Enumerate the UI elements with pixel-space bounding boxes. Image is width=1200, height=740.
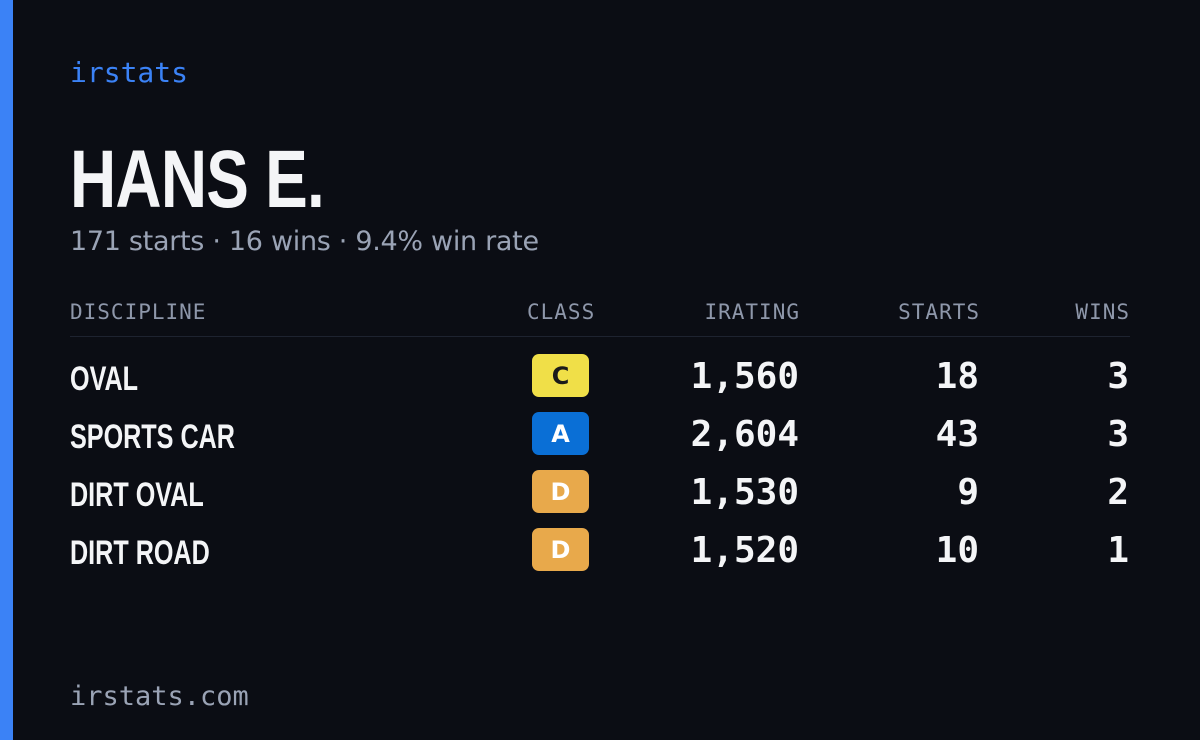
player-name: HANS E. xyxy=(70,134,325,225)
accent-bar xyxy=(0,0,13,740)
discipline-label: DIRT ROAD xyxy=(70,534,210,572)
irating-value: 1,530 xyxy=(690,472,799,513)
header-wins: WINS xyxy=(1075,300,1130,324)
wins-value: 3 xyxy=(1107,356,1129,397)
header-irating: IRATING xyxy=(704,300,800,324)
class-badge: D xyxy=(532,470,589,513)
starts-value: 43 xyxy=(935,414,979,455)
brand-logo[interactable]: irstats xyxy=(70,56,189,89)
table-header: DISCIPLINE CLASS IRATING STARTS WINS xyxy=(70,298,1130,337)
irating-value: 1,560 xyxy=(690,356,799,397)
wins-value: 2 xyxy=(1107,472,1129,513)
starts-value: 10 xyxy=(935,530,979,571)
discipline-label: DIRT OVAL xyxy=(70,476,204,514)
wins-value: 3 xyxy=(1107,414,1129,455)
footer-url[interactable]: irstats.com xyxy=(70,681,249,712)
player-summary: 171 starts · 16 wins · 9.4% win rate xyxy=(70,226,539,257)
class-badge: C xyxy=(532,354,589,397)
discipline-label: OVAL xyxy=(70,360,139,398)
starts-value: 18 xyxy=(935,356,979,397)
class-badge: D xyxy=(532,528,589,571)
class-badge: A xyxy=(532,412,589,455)
irating-value: 1,520 xyxy=(690,530,799,571)
starts-value: 9 xyxy=(957,472,979,513)
table-row: DIRT ROAD D 1,520 10 1 xyxy=(70,524,1130,582)
discipline-label: SPORTS CAR xyxy=(70,418,235,456)
header-discipline: DISCIPLINE xyxy=(70,300,207,324)
header-class: CLASS xyxy=(527,300,596,324)
header-starts: STARTS xyxy=(898,300,980,324)
wins-value: 1 xyxy=(1107,530,1129,571)
table-row: SPORTS CAR A 2,604 43 3 xyxy=(70,408,1130,466)
table-row: OVAL C 1,560 18 3 xyxy=(70,350,1130,408)
irating-value: 2,604 xyxy=(690,414,799,455)
table-row: DIRT OVAL D 1,530 9 2 xyxy=(70,466,1130,524)
